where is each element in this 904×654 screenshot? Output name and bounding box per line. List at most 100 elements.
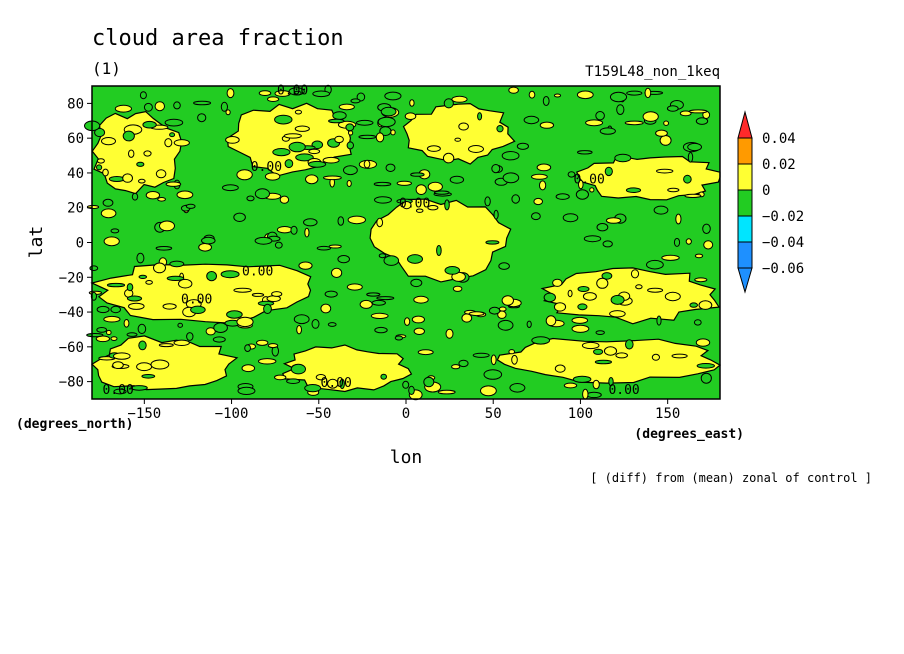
speckle	[246, 195, 255, 202]
speckle	[237, 386, 256, 395]
speckle	[477, 112, 483, 121]
speckle	[436, 245, 442, 256]
speckle	[509, 383, 526, 393]
speckle	[592, 379, 600, 390]
speckle	[531, 336, 551, 345]
speckle	[452, 285, 463, 292]
speckle	[312, 90, 331, 98]
speckle	[377, 116, 396, 128]
speckle	[143, 150, 152, 157]
speckle	[176, 190, 194, 200]
speckle	[315, 374, 327, 381]
speckle	[320, 303, 332, 314]
speckle	[274, 90, 291, 97]
speckle	[635, 284, 643, 290]
speckle	[225, 136, 240, 144]
speckle	[625, 187, 642, 193]
speckle	[409, 99, 415, 107]
contour-label: 0.00	[574, 172, 605, 187]
speckle	[531, 173, 548, 180]
speckle	[410, 172, 425, 177]
speckle	[578, 179, 584, 190]
speckle	[95, 335, 111, 343]
speckle	[355, 119, 374, 126]
speckle	[158, 343, 174, 348]
speckle	[508, 86, 519, 94]
x-tick-label: 50	[485, 406, 502, 422]
speckle	[226, 88, 235, 99]
y-axis: −80 −60 −40 −20 0 20 40 60 80	[59, 96, 92, 391]
speckle	[615, 352, 629, 359]
speckle	[408, 385, 415, 395]
speckle	[562, 213, 579, 223]
speckle	[332, 111, 347, 120]
speckle	[582, 388, 589, 400]
speckle	[577, 150, 593, 155]
speckle	[110, 305, 121, 314]
speckle	[290, 225, 298, 235]
speckle	[130, 385, 148, 391]
speckle	[350, 98, 361, 104]
speckle	[264, 172, 281, 181]
experiment-label: T159L48_non_1keq	[585, 64, 720, 80]
chart-title: cloud area fraction	[92, 26, 344, 51]
speckle	[694, 253, 704, 259]
speckle	[526, 320, 532, 328]
speckle	[213, 322, 228, 334]
speckle	[254, 188, 270, 200]
colorbar-label: 0.02	[762, 157, 796, 173]
speckle	[593, 348, 604, 355]
speckle	[288, 141, 306, 153]
speckle	[145, 280, 153, 285]
speckle	[451, 364, 461, 370]
speckle	[698, 300, 713, 310]
speckle	[254, 236, 273, 245]
speckle	[304, 227, 310, 238]
speckle	[533, 197, 544, 206]
contour-label: 0.00	[103, 383, 134, 398]
speckle	[581, 341, 600, 350]
speckle	[346, 141, 354, 150]
speckle	[236, 169, 253, 181]
speckle	[346, 283, 363, 291]
colorbar-label: 0	[762, 183, 770, 199]
speckle	[523, 115, 540, 125]
speckle	[415, 208, 424, 213]
speckle	[296, 325, 303, 335]
speckle	[305, 174, 319, 185]
speckle	[687, 152, 694, 163]
speckle	[490, 354, 497, 366]
speckle	[197, 113, 207, 123]
speckle	[374, 196, 392, 204]
speckle	[586, 391, 602, 399]
speckle	[502, 172, 520, 184]
y-tick-label: 0	[76, 236, 84, 252]
speckle	[380, 106, 397, 117]
speckle	[193, 100, 212, 106]
speckle	[497, 319, 514, 331]
speckle	[553, 302, 567, 312]
speckle	[162, 303, 177, 310]
x-tick-label: −100	[215, 406, 249, 422]
speckle	[427, 205, 439, 211]
speckle	[96, 305, 110, 314]
speckle	[373, 181, 392, 187]
speckle	[661, 254, 680, 261]
region-5	[90, 263, 312, 324]
speckle	[542, 96, 550, 106]
speckle	[138, 340, 147, 351]
speckle	[396, 180, 412, 186]
speckle	[94, 127, 106, 138]
speckle	[468, 311, 485, 317]
speckle	[198, 243, 213, 252]
speckle	[96, 327, 108, 333]
speckle	[89, 265, 99, 272]
speckle	[212, 336, 226, 343]
speckle	[394, 335, 404, 341]
plot-area: 0.00 0.00 0.00 0.00 0.00 0.00 0.00 0.00 0.00	[84, 84, 722, 401]
speckle	[128, 149, 135, 158]
x-tick-label: 150	[655, 406, 680, 422]
colorbar-label: −0.06	[762, 261, 804, 277]
speckle	[113, 388, 127, 395]
speckle	[378, 253, 387, 259]
